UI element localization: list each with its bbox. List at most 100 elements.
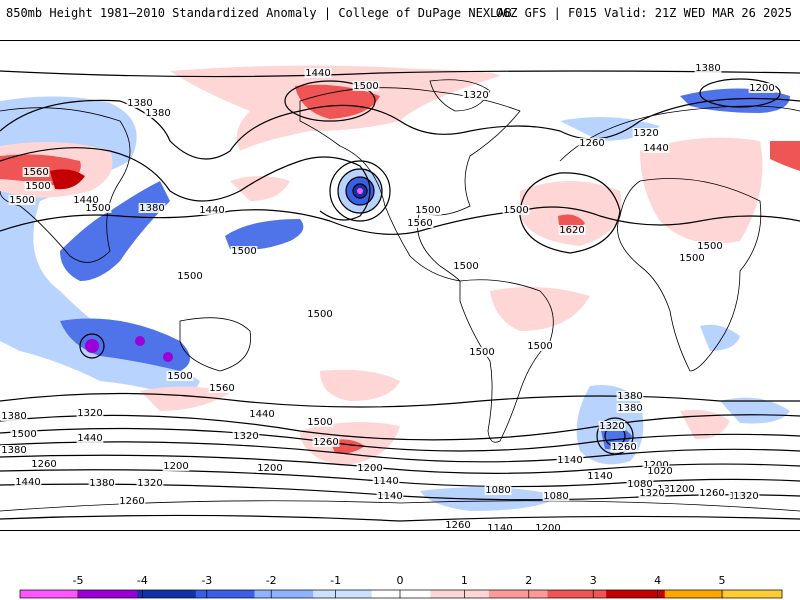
contour-label-bg <box>642 143 670 153</box>
colorbar-swatch <box>137 590 197 598</box>
contour-label-bg <box>256 463 284 473</box>
colorbar-tick-label: -3 <box>201 574 212 587</box>
contour-label-bg <box>162 461 190 471</box>
colorbar-swatch <box>430 590 490 598</box>
positive-anomaly-area <box>490 287 590 331</box>
colorbar-swatch <box>313 590 373 598</box>
colorbar-tick-label: 0 <box>397 574 404 587</box>
positive-anomaly-area <box>140 386 230 411</box>
contour-label-bg <box>176 271 204 281</box>
colorbar-tick-label: 2 <box>525 574 532 587</box>
contour-label-bg <box>376 491 404 501</box>
colorbar-swatch <box>723 590 783 598</box>
negative-anomaly-core <box>135 336 145 346</box>
contour-label-bg <box>486 523 514 530</box>
contour-label: 1200 <box>669 484 694 495</box>
greenland-outline <box>429 79 491 112</box>
contour-label-bg <box>646 466 674 476</box>
contour-label-bg <box>0 445 28 455</box>
negative-anomaly-core <box>357 188 363 194</box>
contour-line <box>0 147 371 221</box>
colorbar-tick-label: -4 <box>137 574 148 587</box>
contour-line <box>0 454 800 474</box>
contour-label-bg <box>356 463 384 473</box>
contour-label: 1440 <box>15 477 40 488</box>
contour-label: 1500 <box>679 253 704 264</box>
contour-label-bg <box>88 478 116 488</box>
contour-label-bg <box>208 383 236 393</box>
contour-label-bg <box>610 442 638 452</box>
contour-label: 1500 <box>453 261 478 272</box>
positive-anomaly-area <box>680 409 730 440</box>
australia-outline <box>179 317 252 372</box>
contour-label: 1140 <box>587 471 612 482</box>
positive-anomaly-area <box>230 176 290 201</box>
contour-label-bg <box>230 246 258 256</box>
contour-label: 1140 <box>373 476 398 487</box>
contour-label: 1380 <box>617 391 642 402</box>
contour-ring <box>329 160 391 222</box>
contour-label-bg <box>414 205 442 215</box>
contour-line <box>0 514 800 522</box>
contour-label: 1500 <box>527 341 552 352</box>
contour-label: 1380 <box>127 98 152 109</box>
contour-label: 1320 <box>733 491 758 502</box>
colorbar-tick-label: -1 <box>330 574 341 587</box>
contour-label-bg <box>542 491 570 501</box>
contour-label-bg <box>198 205 226 215</box>
contour-label-bg <box>748 83 776 93</box>
contour-label: 1200 <box>749 83 774 94</box>
contour-label: 1500 <box>11 429 36 440</box>
contour-label: 1380 <box>1 411 26 422</box>
contour-label-bg <box>698 488 726 498</box>
contour-label-bg <box>248 409 276 419</box>
contour-label: 1440 <box>643 143 668 154</box>
contour-label: 1080 <box>485 485 510 496</box>
contour-labels: 1440 1500 1380 1380 1320 1200 1260 1320 1440 1380… <box>0 63 776 530</box>
contour-label: 1440 <box>305 68 330 79</box>
colorbar-swatch <box>254 590 314 598</box>
contour-line <box>0 427 800 452</box>
contour-label: 1320 <box>463 90 488 101</box>
contour-line <box>519 172 621 254</box>
contour-label-bg <box>668 484 696 494</box>
positive-anomaly-area <box>770 141 800 171</box>
colorbar-ticks: -5 -4 -3 -2 -1 0 1 2 3 4 5 <box>73 574 726 598</box>
contour-label: 1380 <box>139 203 164 214</box>
contour-label-bg <box>534 523 562 530</box>
contour-label: 1380 <box>695 63 720 74</box>
contour-label: 1500 <box>307 417 332 428</box>
contour-ring <box>352 183 368 199</box>
contour-ring <box>345 176 375 206</box>
colorbar-tick-label: 1 <box>461 574 468 587</box>
contour-label-bg <box>72 195 100 205</box>
colorbar-tick-label: 5 <box>719 574 726 587</box>
contour-label-bg <box>696 241 724 251</box>
contour-label: 1140 <box>377 491 402 502</box>
contour-label-bg <box>22 167 50 177</box>
contour-label: 1260 <box>445 520 470 530</box>
contour-label-bg <box>616 403 644 413</box>
run-info: 06Z GFS | F015 Valid: 21Z WED MAR 26 202… <box>495 6 792 20</box>
contour-label-bg <box>144 108 172 118</box>
contour-label: 1260 <box>611 442 636 453</box>
contour-ring <box>596 417 634 455</box>
contour-label: 1500 <box>231 246 256 257</box>
contour-label: 1500 <box>353 81 378 92</box>
contour-label-bg <box>84 203 112 213</box>
contour-label: 1440 <box>199 205 224 216</box>
contour-label: 1500 <box>503 205 528 216</box>
contour-label-bg <box>598 421 626 431</box>
contour-label: 1380 <box>89 478 114 489</box>
contour-label-bg <box>502 205 530 215</box>
colorbar-swatch <box>20 590 80 598</box>
contour-label-bg <box>406 218 434 228</box>
contour-label-bg <box>694 63 722 73</box>
positive-anomaly-area <box>295 84 380 119</box>
contour-label: 1260 <box>313 437 338 448</box>
contour-label: 1200 <box>643 460 668 471</box>
contour-label: 1620 <box>559 225 584 236</box>
contour-line <box>0 392 800 408</box>
contour-label-bg <box>556 455 584 465</box>
contour-label-bg <box>0 411 28 421</box>
